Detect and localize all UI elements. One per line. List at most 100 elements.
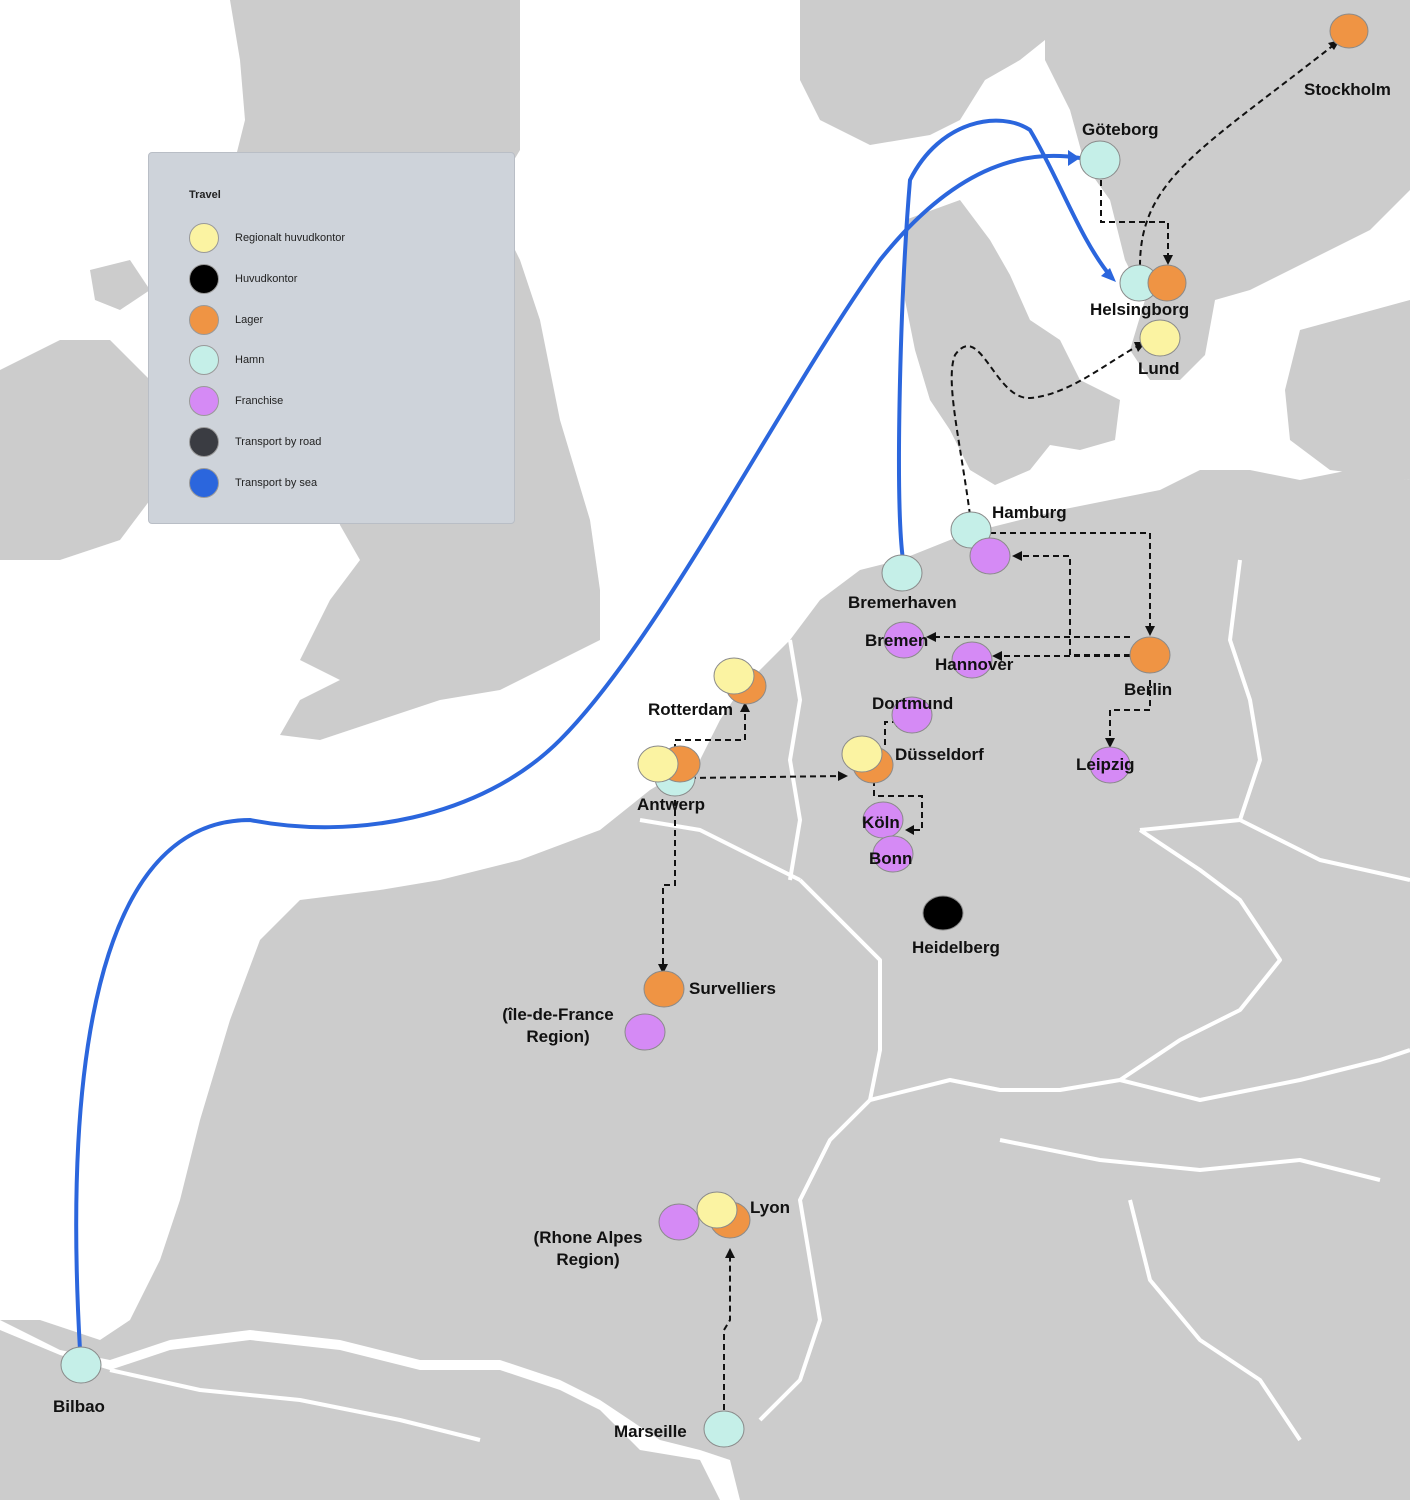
label-marseille: Marseille: [614, 1422, 687, 1441]
arrowhead-rotterdam: [740, 702, 750, 712]
border-it-inner: [1128, 1199, 1302, 1442]
lund-regional-office-marker[interactable]: [1139, 319, 1181, 357]
sea-route-bilbao-goteborg: [74, 153, 1082, 1352]
head-office-icon: [189, 264, 219, 294]
border-fr-de: [798, 878, 882, 1101]
arrowhead-dusseldorf: [838, 771, 848, 781]
road-marseille-lyon: [723, 1255, 731, 1410]
label-lyon: Lyon: [750, 1198, 790, 1217]
arrowhead-survelliers: [658, 964, 668, 974]
arrowhead-helsingborg: [1101, 268, 1116, 282]
border-fr-be: [639, 818, 801, 882]
land-denmark: [905, 200, 1120, 485]
road-dusseldorf-koln: [873, 780, 923, 831]
road-hamburg-lund: [950, 344, 1141, 516]
sea-arrowheads: [1068, 150, 1116, 282]
legend-item-sea: Transport by sea: [189, 467, 317, 499]
lyon-regional-office-marker[interactable]: [696, 1191, 738, 1229]
port-icon: [189, 345, 219, 375]
road-routes: [662, 43, 1336, 1410]
franchise-icon: [189, 386, 219, 416]
border-at-it: [999, 1138, 1381, 1182]
hamburg-port-marker[interactable]: [950, 511, 992, 549]
ile-de-france-franchise-marker[interactable]: [624, 1013, 666, 1051]
label-berlin: Berlin: [1124, 680, 1172, 699]
road-antwerp-dusseldorf: [689, 775, 843, 779]
border-de-ch: [869, 1078, 1121, 1102]
arrowhead-hamburg-franchise: [1012, 551, 1022, 561]
label-heidelberg: Heidelberg: [912, 938, 1000, 957]
label-goteborg: Göteborg: [1082, 120, 1159, 139]
hannover-franchise-marker[interactable]: [951, 641, 993, 679]
label-survelliers: Survelliers: [689, 979, 776, 998]
bremerhaven-port-marker[interactable]: [881, 554, 923, 592]
legend-label: Transport by road: [235, 436, 322, 448]
label-rhone-alpes-1: (Rhone Alpes: [534, 1228, 643, 1247]
helsingborg-warehouse-marker[interactable]: [1147, 264, 1187, 302]
legend-item-port: Hamn: [189, 344, 264, 376]
border-cz-at: [1119, 1048, 1410, 1102]
land-baltics: [1285, 300, 1410, 480]
rotterdam-regional-office-marker[interactable]: [713, 657, 755, 695]
warehouse-icon: [189, 305, 219, 335]
bilbao-port-marker[interactable]: [60, 1346, 102, 1384]
border-de-pl: [1139, 559, 1262, 832]
label-ile-de-france-1: (île-de-France: [502, 1005, 613, 1024]
legend-label: Huvudkontor: [235, 273, 298, 285]
dusseldorf-regional-office-marker[interactable]: [841, 735, 883, 773]
road-antwerp-survelliers: [662, 790, 676, 968]
label-hamburg: Hamburg: [992, 503, 1067, 522]
road-transport-icon: [189, 427, 219, 457]
road-berlin-leipzig: [1109, 680, 1151, 742]
label-rotterdam: Rotterdam: [648, 700, 733, 719]
marseille-port-marker[interactable]: [703, 1410, 745, 1448]
land-iberia: [0, 1330, 720, 1500]
label-bremerhaven: Bremerhaven: [848, 593, 957, 612]
arrowhead-koln: [905, 825, 914, 835]
label-hannover: Hannover: [935, 655, 1014, 674]
dortmund-franchise-marker[interactable]: [891, 696, 933, 734]
legend-label: Regionalt huvudkontor: [235, 232, 346, 244]
sea-route-bremerhaven-helsingborg: [897, 118, 1114, 562]
land-sweden: [1045, 0, 1410, 380]
hamburg-franchise-marker[interactable]: [969, 537, 1011, 575]
arrowhead-berlin: [1145, 626, 1155, 636]
road-hamburg-berlin: [990, 532, 1151, 630]
legend-item-head-office: Huvudkontor: [189, 263, 297, 295]
legend-label: Lager: [235, 314, 264, 326]
label-rhone-alpes-2: Region): [556, 1250, 619, 1269]
legend-item-warehouse: Lager: [189, 304, 263, 336]
bonn-franchise-marker[interactable]: [872, 835, 914, 873]
arrowhead-lyon: [725, 1248, 735, 1258]
heidelberg-head-office-marker[interactable]: [922, 895, 964, 931]
sea-routes: [74, 118, 1114, 1352]
label-dortmund: Dortmund: [872, 694, 953, 713]
label-leipzig: Leipzig: [1076, 755, 1135, 774]
place-labels: Stockholm Göteborg Helsingborg Lund Hamb…: [53, 80, 1391, 1441]
label-stockholm: Stockholm: [1304, 80, 1391, 99]
berlin-warehouse-marker[interactable]: [1129, 636, 1171, 674]
bremen-franchise-marker[interactable]: [883, 621, 925, 659]
legend-label: Franchise: [235, 395, 284, 407]
label-bilbao: Bilbao: [53, 1397, 105, 1416]
legend-item-regional-office: Regionalt huvudkontor: [189, 222, 345, 254]
goteborg-port-marker[interactable]: [1079, 140, 1121, 180]
border-nl-de: [788, 639, 802, 881]
border-fr-ch-it: [758, 1098, 872, 1422]
antwerp-regional-office-marker[interactable]: [637, 745, 679, 783]
land-norway: [800, 0, 1045, 145]
land-islands: [90, 260, 150, 310]
label-helsingborg: Helsingborg: [1090, 300, 1189, 319]
survelliers-warehouse-marker[interactable]: [643, 970, 685, 1008]
label-bremen: Bremen: [865, 631, 928, 650]
leipzig-franchise-marker[interactable]: [1089, 746, 1131, 784]
arrowhead-bremen: [926, 632, 936, 642]
stockholm-warehouse-marker[interactable]: [1329, 13, 1369, 49]
legend-title: Travel: [189, 189, 221, 201]
arrowhead-goteborg: [1068, 150, 1080, 166]
label-dusseldorf: Düsseldorf: [895, 745, 984, 764]
label-koln: Köln: [862, 813, 900, 832]
land-continent: [0, 470, 1410, 1500]
legend-item-road: Transport by road: [189, 426, 321, 458]
rhone-alpes-franchise-marker[interactable]: [658, 1203, 700, 1241]
